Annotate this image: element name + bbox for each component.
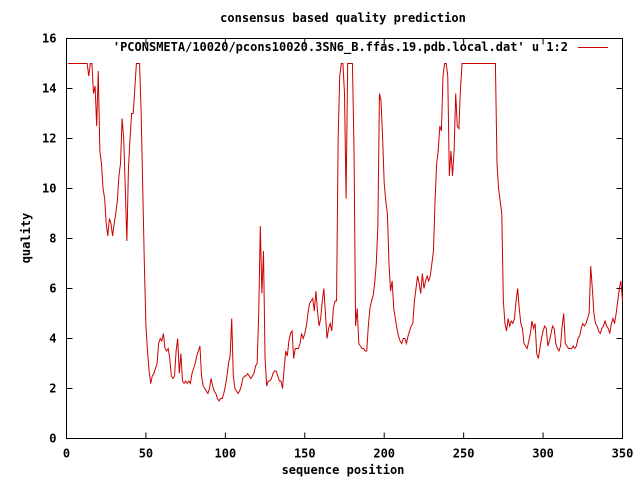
x-tick-label: 0 bbox=[63, 447, 70, 461]
legend-label: 'PCONSMETA/10020/pcons10020.3SN6_B.ffas.… bbox=[113, 40, 568, 55]
y-tick-label: 2 bbox=[49, 382, 56, 396]
series-line bbox=[68, 63, 623, 402]
y-tick-label: 0 bbox=[49, 432, 56, 446]
x-tick-label: 350 bbox=[612, 447, 634, 461]
x-axis-label: sequence position bbox=[282, 463, 405, 477]
x-tick-label: 250 bbox=[453, 447, 475, 461]
plot-area-border bbox=[66, 38, 623, 439]
y-tick-label: 16 bbox=[42, 32, 56, 46]
x-tick-label: 50 bbox=[139, 447, 153, 461]
y-tick-label: 8 bbox=[49, 232, 56, 246]
y-tick-label: 14 bbox=[42, 82, 56, 96]
y-tick-label: 12 bbox=[42, 132, 56, 146]
x-tick-label: 200 bbox=[373, 447, 395, 461]
y-tick-label: 4 bbox=[49, 332, 56, 346]
y-axis-label: quality bbox=[19, 213, 33, 264]
y-tick-label: 6 bbox=[49, 282, 56, 296]
chart-title: consensus based quality prediction bbox=[220, 11, 466, 25]
y-tick-label: 10 bbox=[42, 182, 56, 196]
x-tick-label: 150 bbox=[294, 447, 316, 461]
tick-labels: 0 50 100 150 200 250 300 350 0 2 4 6 8 10 12 14 16 bbox=[42, 32, 633, 461]
x-tick-label: 300 bbox=[532, 447, 554, 461]
x-tick-label: 100 bbox=[215, 447, 237, 461]
